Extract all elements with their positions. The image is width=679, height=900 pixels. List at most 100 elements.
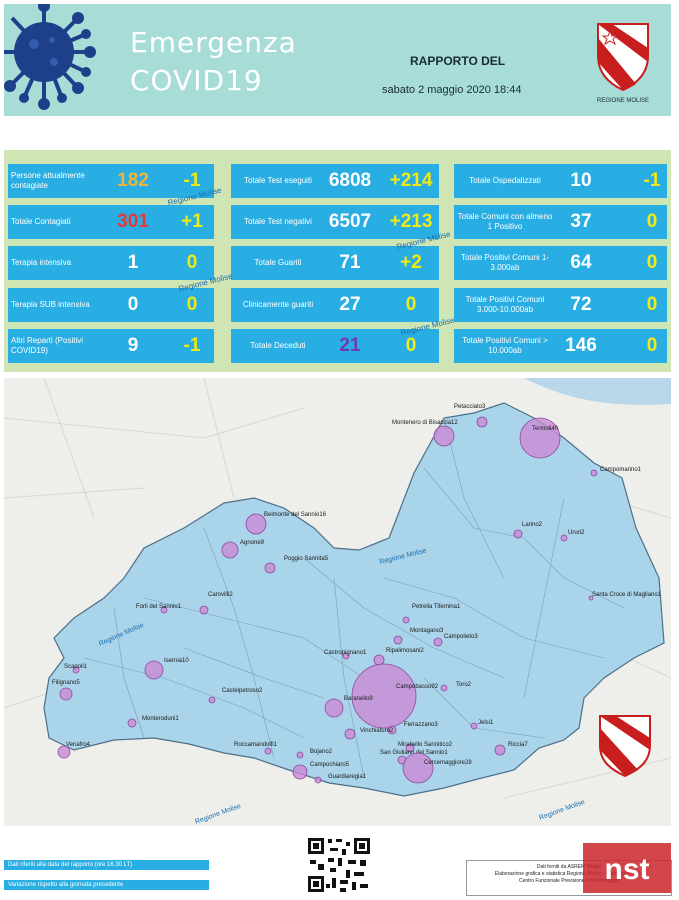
town-bubble[interactable] — [199, 605, 209, 615]
stat-cell: Totale Guariti 71 +2 — [231, 246, 439, 280]
stat-delta: 0 — [405, 335, 417, 356]
nst-text: nst — [605, 853, 650, 886]
stat-delta: +213 — [389, 211, 433, 232]
town-label: Ururi2 — [568, 530, 585, 536]
town-label: Ripalimosani2 — [386, 648, 424, 654]
stat-cell: Terapia intensiva 1 0 — [8, 246, 214, 280]
stat-cell: Totale Positivi Comuni 3.000-10.000ab 72 0 — [454, 288, 667, 322]
region-shield-icon — [599, 715, 651, 778]
town-bubble[interactable] — [72, 666, 80, 674]
town-label: Carovilli2 — [208, 592, 233, 598]
town-bubble[interactable] — [245, 513, 267, 535]
stat-value: 182 — [117, 170, 149, 191]
map-canvas: Petacciato3 Termoli40 Montenero di Bisacci… — [4, 378, 671, 826]
town-bubble[interactable] — [296, 751, 304, 759]
town-bubble[interactable] — [208, 696, 216, 704]
stat-label: Totale Test eseguiti — [244, 176, 312, 185]
town-bubble[interactable] — [433, 637, 443, 647]
town-label: Campobasso92 — [396, 684, 439, 690]
stat-delta: +1 — [181, 211, 203, 232]
stat-cell: Totale Deceduti 21 0 — [231, 329, 439, 363]
town-bubble[interactable] — [402, 752, 434, 784]
town-bubble[interactable] — [221, 541, 239, 559]
credits-line-2: Elaborazione grafica e statistica Region… — [494, 871, 644, 877]
stat-cell: Totale Test eseguiti 6808 +214 — [231, 164, 439, 198]
town-bubble[interactable] — [351, 663, 417, 729]
region-map: Petacciato3 Termoli40 Montenero di Bisacci… — [4, 378, 671, 826]
stat-label: Totale Test negativi — [244, 217, 312, 226]
town-bubble[interactable] — [588, 595, 594, 601]
town-bubble[interactable] — [264, 562, 276, 574]
stat-value: 10 — [570, 170, 592, 191]
town-bubble[interactable] — [393, 635, 403, 645]
stat-value: 9 — [127, 335, 139, 356]
town-bubble[interactable] — [342, 652, 350, 660]
town-bubble[interactable] — [560, 534, 568, 542]
town-label: Poggio Sannita5 — [284, 556, 329, 562]
town-bubble[interactable] — [160, 606, 168, 614]
town-bubble[interactable] — [513, 529, 523, 539]
town-bubble[interactable] — [314, 776, 322, 784]
stat-delta: 0 — [186, 252, 198, 273]
town-bubble[interactable] — [59, 687, 73, 701]
town-label: Belmonte del Sannio16 — [264, 512, 327, 518]
town-label: Campomarino1 — [600, 467, 642, 473]
town-label: Venafro4 — [66, 742, 91, 748]
town-label: Isernia10 — [164, 658, 189, 664]
stat-label: Clinicamente guariti — [242, 300, 314, 309]
stat-label: Totale Positivi Comuni > 10.000ab — [462, 336, 548, 355]
town-label: Monteroduni1 — [142, 716, 179, 722]
town-label: Castelpetroso2 — [222, 688, 263, 694]
town-label: Ferrazzano3 — [404, 722, 438, 728]
stat-cell: Persone attualmente contagiate 182 -1 — [8, 164, 214, 198]
town-label: Roccamandolfi1 — [234, 742, 278, 748]
legend-data-reference: Dati riferiti alla data del rapporto (or… — [4, 860, 209, 870]
title-line-2: COVID19 — [130, 64, 263, 97]
town-label: Larino2 — [522, 522, 543, 528]
regione-molise-logo: REGIONE MOLISE — [597, 23, 649, 104]
town-bubble[interactable] — [402, 616, 410, 624]
town-bubble[interactable] — [405, 743, 415, 753]
town-bubble[interactable] — [476, 416, 488, 428]
stat-delta: -1 — [183, 170, 201, 191]
stat-label: Persone attualmente contagiate — [11, 171, 85, 190]
stat-delta: 0 — [405, 294, 417, 315]
town-bubble[interactable] — [324, 698, 344, 718]
report-date: sabato 2 maggio 2020 18:44 — [382, 84, 522, 96]
town-bubble[interactable] — [292, 764, 308, 780]
stat-cell: Totale Test negativi 6507 +213 — [231, 205, 439, 239]
stat-cell: Totale Positivi Comuni 1-3.000ab 64 0 — [454, 246, 667, 280]
town-bubble[interactable] — [519, 417, 561, 459]
town-bubble[interactable] — [470, 722, 478, 730]
town-label: Campochiaro5 — [310, 762, 350, 768]
town-bubble[interactable] — [373, 654, 385, 666]
town-bubble[interactable] — [144, 660, 164, 680]
town-label: Forli del Sannio1 — [136, 604, 182, 610]
town-bubble[interactable] — [494, 744, 506, 756]
header-banner: Emergenza COVID19 RAPPORTO DEL sabato 2 … — [4, 4, 671, 116]
stat-label: Terapia SUB intensiva — [11, 300, 90, 309]
town-bubble[interactable] — [433, 425, 455, 447]
town-label: Riccia7 — [508, 742, 528, 748]
stat-cell: Totale Contagiati 301 +1 — [8, 205, 214, 239]
town-bubble[interactable] — [127, 718, 137, 728]
town-bubble[interactable] — [344, 728, 356, 740]
town-bubble[interactable] — [590, 469, 598, 477]
town-label: Mirabello Sannitico2 — [398, 742, 453, 748]
town-bubble[interactable] — [440, 684, 448, 692]
stat-value: 21 — [339, 335, 361, 356]
town-label: Petacciato3 — [454, 404, 486, 410]
stat-value: 72 — [570, 294, 592, 315]
title-line-1: Emergenza — [130, 26, 297, 59]
qr-code-icon[interactable] — [306, 836, 372, 894]
stat-value: 6507 — [328, 211, 372, 232]
stat-delta: 0 — [186, 294, 198, 315]
legend-variation: Variazione rispetto alla giornata preced… — [4, 880, 209, 890]
stat-label: Totale Deceduti — [250, 341, 306, 350]
town-label: Santa Croce di Magliano1 — [592, 592, 662, 598]
town-label: Montenero di Bisaccia12 — [392, 420, 458, 426]
town-label: Castropignano1 — [324, 650, 367, 656]
town-bubble[interactable] — [387, 725, 397, 735]
town-bubble[interactable] — [264, 747, 272, 755]
town-bubble[interactable] — [57, 745, 71, 759]
